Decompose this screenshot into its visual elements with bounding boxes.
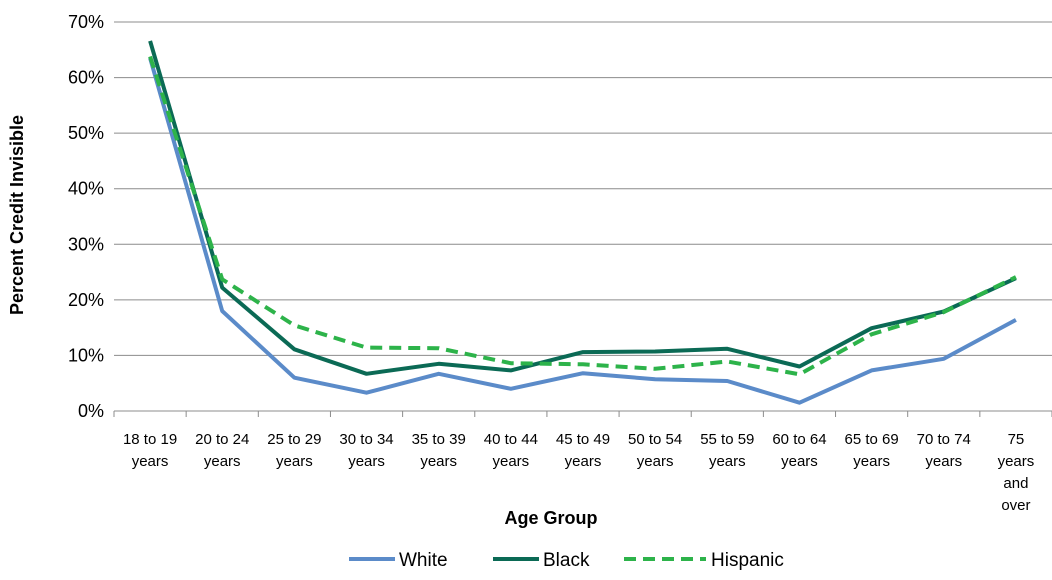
series-lines bbox=[148, 40, 1017, 405]
x-tick-label: 35 to 39 years bbox=[412, 431, 466, 470]
x-tick-label: 50 to 54 years bbox=[628, 431, 682, 470]
legend: White Black Hispanic bbox=[349, 550, 784, 571]
y-tick-label: 30% bbox=[68, 234, 104, 254]
legend-label-hispanic: Hispanic bbox=[711, 550, 784, 571]
x-tick-label: 70 to 74 years bbox=[917, 431, 971, 470]
series-line-black bbox=[148, 40, 1017, 376]
x-tick-label: 40 to 44 years bbox=[484, 431, 538, 470]
legend-label-white: White bbox=[399, 550, 448, 571]
y-tick-labels: 0% 10% 20% 30% 40% 50% 60% 70% bbox=[68, 12, 104, 421]
series-line-white bbox=[148, 57, 1017, 405]
x-tick-label: 25 to 29 years bbox=[267, 431, 321, 470]
y-tick-label: 50% bbox=[68, 123, 104, 143]
x-tick-labels: 18 to 19 years 20 to 24 years 25 to 29 years 3… bbox=[123, 431, 1034, 514]
x-tick-label: 75 years and over bbox=[998, 431, 1035, 514]
legend-label-black: Black bbox=[543, 550, 590, 571]
y-tick-label: 40% bbox=[68, 179, 104, 199]
x-axis-title: Age Group bbox=[505, 508, 598, 528]
y-tick-label: 0% bbox=[78, 401, 104, 421]
x-tick-label: 30 to 34 years bbox=[339, 431, 393, 470]
x-tick-label: 20 to 24 years bbox=[195, 431, 249, 470]
x-tick-label: 60 to 64 years bbox=[772, 431, 826, 470]
x-tick-label: 45 to 49 years bbox=[556, 431, 610, 470]
y-axis-title: Percent Credit Invisible bbox=[7, 115, 27, 315]
series-line-hispanic bbox=[148, 55, 1017, 377]
x-tick-label: 65 to 69 years bbox=[845, 431, 899, 470]
y-tick-label: 10% bbox=[68, 345, 104, 365]
x-tick-label: 18 to 19 years bbox=[123, 431, 177, 470]
y-tick-label: 70% bbox=[68, 12, 104, 32]
x-tick-label: 55 to 59 years bbox=[700, 431, 754, 470]
x-axis bbox=[113, 411, 1052, 417]
y-tick-label: 60% bbox=[68, 68, 104, 88]
y-tick-label: 20% bbox=[68, 290, 104, 310]
